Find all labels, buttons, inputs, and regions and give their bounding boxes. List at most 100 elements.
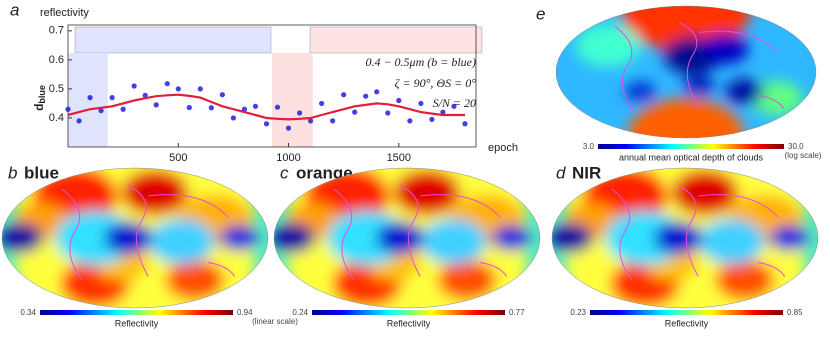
panel-label: e [536, 4, 545, 23]
x-tick-label: 1000 [276, 152, 300, 164]
colorbar-min: 0.34 [20, 308, 36, 317]
map-blob [148, 218, 215, 265]
map-blobs [2, 168, 258, 308]
map-outline [551, 167, 819, 309]
data-point [418, 100, 424, 107]
data-point [241, 106, 248, 112]
map-blob [393, 169, 461, 216]
map-blob [420, 218, 487, 265]
map-blob [624, 81, 657, 103]
colorbar-min: 0.23 [570, 308, 586, 317]
highlight-range [272, 53, 313, 147]
coastline [333, 185, 508, 281]
colorbar [590, 310, 783, 315]
data-point [385, 110, 391, 116]
map-blob [121, 169, 189, 216]
data-point [197, 86, 203, 92]
panel-title: NIR [572, 163, 601, 182]
x-label: epoch [488, 142, 518, 154]
map-blob [627, 98, 745, 138]
data-point [175, 86, 181, 92]
data-point [186, 104, 192, 111]
map-blob [165, 259, 225, 301]
annotation: 0.4 − 0.5μm (b = blue) [365, 55, 476, 69]
colorbar-label: annual mean optical depth of clouds [619, 152, 764, 162]
colorbar [598, 144, 784, 149]
y-tick-label: 0.5 [49, 83, 64, 95]
colorbar [312, 310, 505, 315]
data-point [230, 115, 237, 121]
coastline [611, 185, 786, 281]
plot-frame [67, 24, 477, 148]
inset-box [74, 26, 272, 54]
map-blob [698, 218, 765, 265]
data-point [65, 106, 71, 112]
map-blob [725, 78, 764, 105]
colorbar-max: 0.77 [509, 308, 525, 317]
map-outline [1, 167, 269, 309]
map-blob [671, 169, 739, 216]
data-point [164, 81, 170, 87]
panel-label: b [8, 163, 17, 182]
colorbar-note: (linear scale) [252, 317, 298, 326]
map-outline [555, 5, 817, 139]
data-point [109, 95, 115, 101]
colorbar-min: 0.24 [292, 308, 308, 317]
data-point [363, 93, 369, 99]
colorbar-max: 0.94 [237, 308, 253, 317]
map-blob [220, 225, 258, 251]
colorbar-label: Reflectivity [115, 318, 159, 328]
data-point [296, 110, 303, 116]
data-point [87, 95, 93, 101]
y-tick-label: 0.7 [49, 25, 64, 37]
data-point [208, 105, 214, 111]
map-blob [492, 225, 530, 251]
data-point [330, 118, 336, 124]
model-line [67, 93, 465, 121]
y-label: dblue [32, 85, 47, 111]
map-blob [605, 210, 685, 266]
data-point [352, 109, 358, 115]
map-blob [751, 81, 803, 116]
y-label-text: dblue [32, 85, 47, 111]
data-point [440, 109, 446, 115]
data-point [341, 92, 347, 98]
colorbar-note: (log scale) [785, 151, 822, 160]
colorbar-max: 0.85 [787, 308, 803, 317]
map-blob [715, 259, 775, 301]
data-point [120, 106, 126, 112]
data-point [263, 121, 270, 127]
map-blob [654, 221, 703, 255]
map-image [2, 168, 268, 308]
panel-title: blue [24, 163, 59, 182]
data-point [252, 103, 259, 109]
data-point [274, 104, 281, 110]
map-blob [683, 74, 715, 96]
colorbar [40, 310, 233, 315]
annotation: ζ = 90°, ΘS = 0° [395, 76, 477, 90]
highlight-range [68, 53, 108, 147]
map-blob [701, 33, 749, 65]
data-point [285, 125, 292, 131]
colorbar-label: Reflectivity [665, 318, 709, 328]
map-blob [327, 210, 407, 266]
map-blob [376, 221, 425, 255]
y-label-sub: blue [37, 85, 47, 104]
colorbar-label: Reflectivity [387, 318, 431, 328]
data-point [153, 102, 159, 108]
x-tick-label: 1500 [387, 152, 411, 164]
y-title: reflectivity [40, 7, 89, 19]
data-point [307, 118, 314, 124]
colorbar-min: 3.0 [583, 142, 595, 151]
annotation: S/N = 20 [433, 96, 476, 110]
data-point [98, 108, 104, 114]
coastline [614, 22, 784, 112]
data-point [462, 121, 468, 127]
data-point [451, 103, 457, 109]
map-blobs [552, 168, 808, 308]
y-label-main: d [32, 104, 46, 111]
map-image [552, 168, 818, 308]
map-outline [273, 167, 541, 309]
map-blob [274, 223, 316, 253]
